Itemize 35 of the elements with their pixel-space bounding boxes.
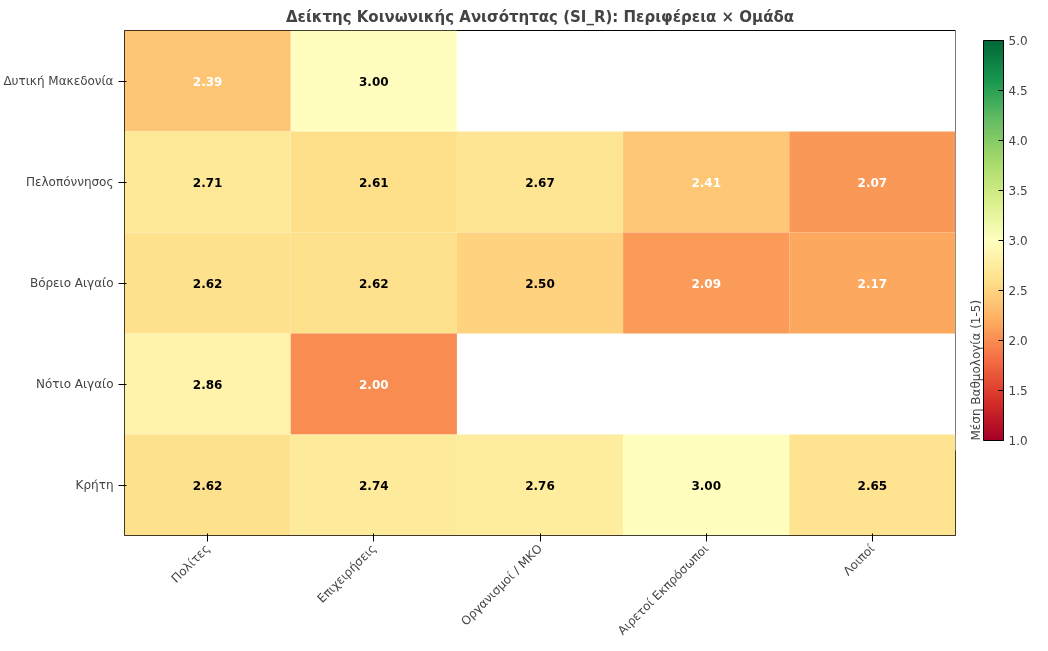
data-label: 2.07 bbox=[857, 175, 888, 190]
data-label: 2.00 bbox=[359, 377, 389, 392]
data-label: 2.76 bbox=[525, 478, 555, 493]
data-label: 2.86 bbox=[192, 377, 223, 392]
data-label: 3.00 bbox=[691, 478, 722, 493]
color-bar-label: 2.5 bbox=[1008, 284, 1028, 298]
color-bar-label: 1.0 bbox=[1008, 434, 1028, 448]
y-tick-label: Δυτική Μακεδονία bbox=[3, 74, 114, 88]
data-label: 2.61 bbox=[359, 175, 389, 190]
color-bar-label: 5.0 bbox=[1008, 34, 1028, 48]
data-label: 3.00 bbox=[359, 74, 389, 89]
data-label: 2.17 bbox=[857, 276, 888, 291]
data-label: 2.62 bbox=[192, 478, 223, 493]
data-label: 2.09 bbox=[691, 276, 722, 291]
y-tick-label: Πελοπόννησος bbox=[25, 175, 114, 189]
data-label: 2.41 bbox=[691, 175, 722, 190]
color-bar-label: 4.5 bbox=[1008, 84, 1028, 98]
data-label: 2.50 bbox=[525, 276, 555, 291]
color-bar-title: Μέση Βαθμολογία (1-5) bbox=[968, 299, 983, 441]
data-label: 2.65 bbox=[857, 478, 888, 493]
y-tick-label: Βόρειο Αιγαίο bbox=[29, 276, 114, 290]
color-bar-label: 3.0 bbox=[1008, 234, 1028, 248]
color-bar-label: 2.0 bbox=[1008, 334, 1028, 348]
data-label: 2.62 bbox=[359, 276, 389, 291]
data-label: 2.62 bbox=[192, 276, 223, 291]
color-bar-label: 1.5 bbox=[1008, 384, 1028, 398]
data-label: 2.74 bbox=[359, 478, 389, 493]
data-label: 2.71 bbox=[192, 175, 223, 190]
color-bar-label: 4.0 bbox=[1008, 134, 1028, 148]
data-label: 2.67 bbox=[525, 175, 555, 190]
y-tick-label: Νότιο Αιγαίο bbox=[36, 377, 114, 391]
y-tick-label: Κρήτη bbox=[75, 478, 114, 492]
color-bar-label: 3.5 bbox=[1008, 184, 1028, 198]
chart-title: Δείκτης Κοινωνικής Ανισότητας (SI_R): Περιφέρεια × Ομάδα bbox=[285, 7, 795, 26]
data-label: 2.39 bbox=[192, 74, 223, 89]
